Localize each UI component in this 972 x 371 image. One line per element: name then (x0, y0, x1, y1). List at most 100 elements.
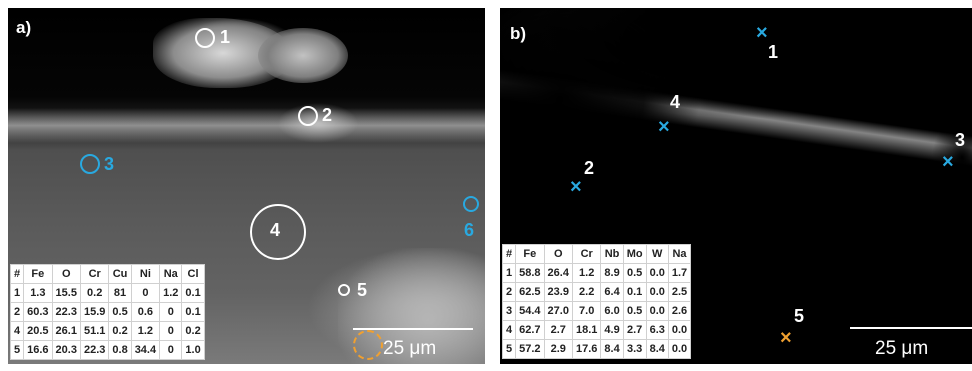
table-cell: 0.1 (622, 282, 647, 302)
scale-bar-b (850, 327, 972, 329)
table-cell: 62.7 (515, 320, 545, 340)
table-header: W (645, 244, 669, 264)
table-cell: 23.9 (543, 282, 573, 302)
table-cell: 2 (9, 302, 25, 322)
table-cell: 0 (130, 283, 161, 303)
table-cell: 4 (501, 320, 517, 340)
table-cell: 81 (108, 283, 132, 303)
table-cell: 57.2 (515, 339, 545, 359)
dark-void-region (500, 8, 972, 138)
marker-label-5: 5 (357, 280, 368, 300)
table-cell: 0.8 (108, 340, 132, 360)
marker-label-4: 4 (670, 92, 681, 112)
table-cell: 5 (501, 339, 517, 359)
table-cell: 0.2 (181, 321, 205, 341)
table-header: Na (159, 264, 183, 284)
table-cell: 0.5 (622, 263, 647, 283)
table-header: # (501, 244, 517, 264)
table-cell: 0.2 (79, 283, 110, 303)
table-cell: 6.4 (600, 282, 624, 302)
table-cell: 0.1 (181, 302, 205, 322)
sem-image-b: b) × 1 × 2 × 3 × 4 × 5 # Fe O Cr Nb Mo W… (500, 8, 972, 364)
table-cell: 2.7 (622, 320, 647, 340)
sem-image-a: a) 1 2 3 4 5 6 # Fe O Cr Cu Ni Na Cl 1 (8, 8, 485, 364)
marker-cross-1: × (756, 22, 768, 44)
table-row: 2 60.3 22.3 15.9 0.5 0.6 0 0.1 (9, 302, 205, 322)
table-cell: 7.0 (571, 301, 602, 321)
table-cell: 60.3 (23, 302, 53, 322)
scale-bar-a (353, 328, 473, 330)
table-cell: 1.2 (571, 263, 602, 283)
table-header-row: # Fe O Cr Cu Ni Na Cl (9, 264, 205, 284)
table-header: Cr (79, 264, 110, 284)
table-cell: 22.3 (79, 340, 110, 360)
marker-label-3: 3 (104, 154, 115, 174)
dark-void-region (932, 108, 972, 188)
table-cell: 8.9 (600, 263, 624, 283)
table-cell: 34.4 (130, 340, 161, 360)
table-cell: 8.4 (645, 339, 669, 359)
table-cell: 0.1 (181, 283, 205, 303)
table-row: 2 62.5 23.9 2.2 6.4 0.1 0.0 2.5 (501, 282, 692, 302)
table-cell: 2 (501, 282, 517, 302)
marker-circle-5 (338, 284, 350, 296)
table-cell: 1 (501, 263, 517, 283)
table-cell: 6.3 (645, 320, 669, 340)
table-cell: 2.6 (667, 301, 692, 321)
table-row: 5 16.6 20.3 22.3 0.8 34.4 0 1.0 (9, 340, 205, 360)
table-cell: 18.1 (571, 320, 602, 340)
table-header: Cu (108, 264, 132, 284)
marker-circle-orange (353, 330, 383, 360)
table-header: O (543, 244, 573, 264)
table-cell: 8.4 (600, 339, 624, 359)
table-cell: 26.4 (543, 263, 573, 283)
table-cell: 0.6 (130, 302, 161, 322)
table-header: Mo (622, 244, 647, 264)
table-cell: 0.2 (108, 321, 132, 341)
panel-label-b: b) (510, 24, 527, 43)
table-cell: 58.8 (515, 263, 545, 283)
composition-table-b: # Fe O Cr Nb Mo W Na 1 58.8 26.4 1.2 8.9… (501, 244, 692, 359)
marker-label-5: 5 (794, 306, 805, 326)
marker-cross-4: × (658, 116, 670, 138)
table-row: 4 20.5 26.1 51.1 0.2 1.2 0 0.2 (9, 321, 205, 341)
table-cell: 2.9 (543, 339, 573, 359)
table-cell: 1.2 (159, 283, 183, 303)
scale-label-b: 25 μm (875, 338, 929, 359)
table-cell: 51.1 (79, 321, 110, 341)
marker-label-1: 1 (220, 27, 231, 47)
scale-label-a: 25 μm (383, 338, 437, 359)
bright-scale-band (8, 108, 485, 143)
table-row: 4 62.7 2.7 18.1 4.9 2.7 6.3 0.0 (501, 320, 692, 340)
marker-circle-2 (298, 106, 318, 126)
table-cell: 62.5 (515, 282, 545, 302)
table-cell: 3.3 (622, 339, 647, 359)
table-cell: 17.6 (571, 339, 602, 359)
table-cell: 16.6 (23, 340, 53, 360)
table-cell: 15.5 (51, 283, 81, 303)
marker-label-1: 1 (768, 42, 779, 62)
table-header: Cr (571, 244, 602, 264)
table-cell: 4.9 (600, 320, 624, 340)
table-cell: 22.3 (51, 302, 81, 322)
table-cell: 1.2 (130, 321, 161, 341)
table-cell: 26.1 (51, 321, 81, 341)
marker-cross-5: × (780, 327, 792, 349)
marker-circle-4 (250, 204, 306, 260)
table-cell: 0.0 (645, 263, 669, 283)
table-header: # (9, 264, 25, 284)
marker-label-6: 6 (464, 220, 475, 240)
table-header: Cl (181, 264, 205, 284)
table-cell: 5 (9, 340, 25, 360)
table-header: O (51, 264, 81, 284)
table-cell: 2.2 (571, 282, 602, 302)
marker-label-4: 4 (270, 220, 281, 240)
panel-label-a: a) (16, 18, 32, 37)
table-cell: 20.3 (51, 340, 81, 360)
table-cell: 0.0 (645, 282, 669, 302)
marker-circle-6 (463, 196, 479, 212)
marker-label-2: 2 (584, 158, 595, 178)
table-cell: 3 (501, 301, 517, 321)
table-header: Na (667, 244, 692, 264)
table-cell: 0.5 (622, 301, 647, 321)
